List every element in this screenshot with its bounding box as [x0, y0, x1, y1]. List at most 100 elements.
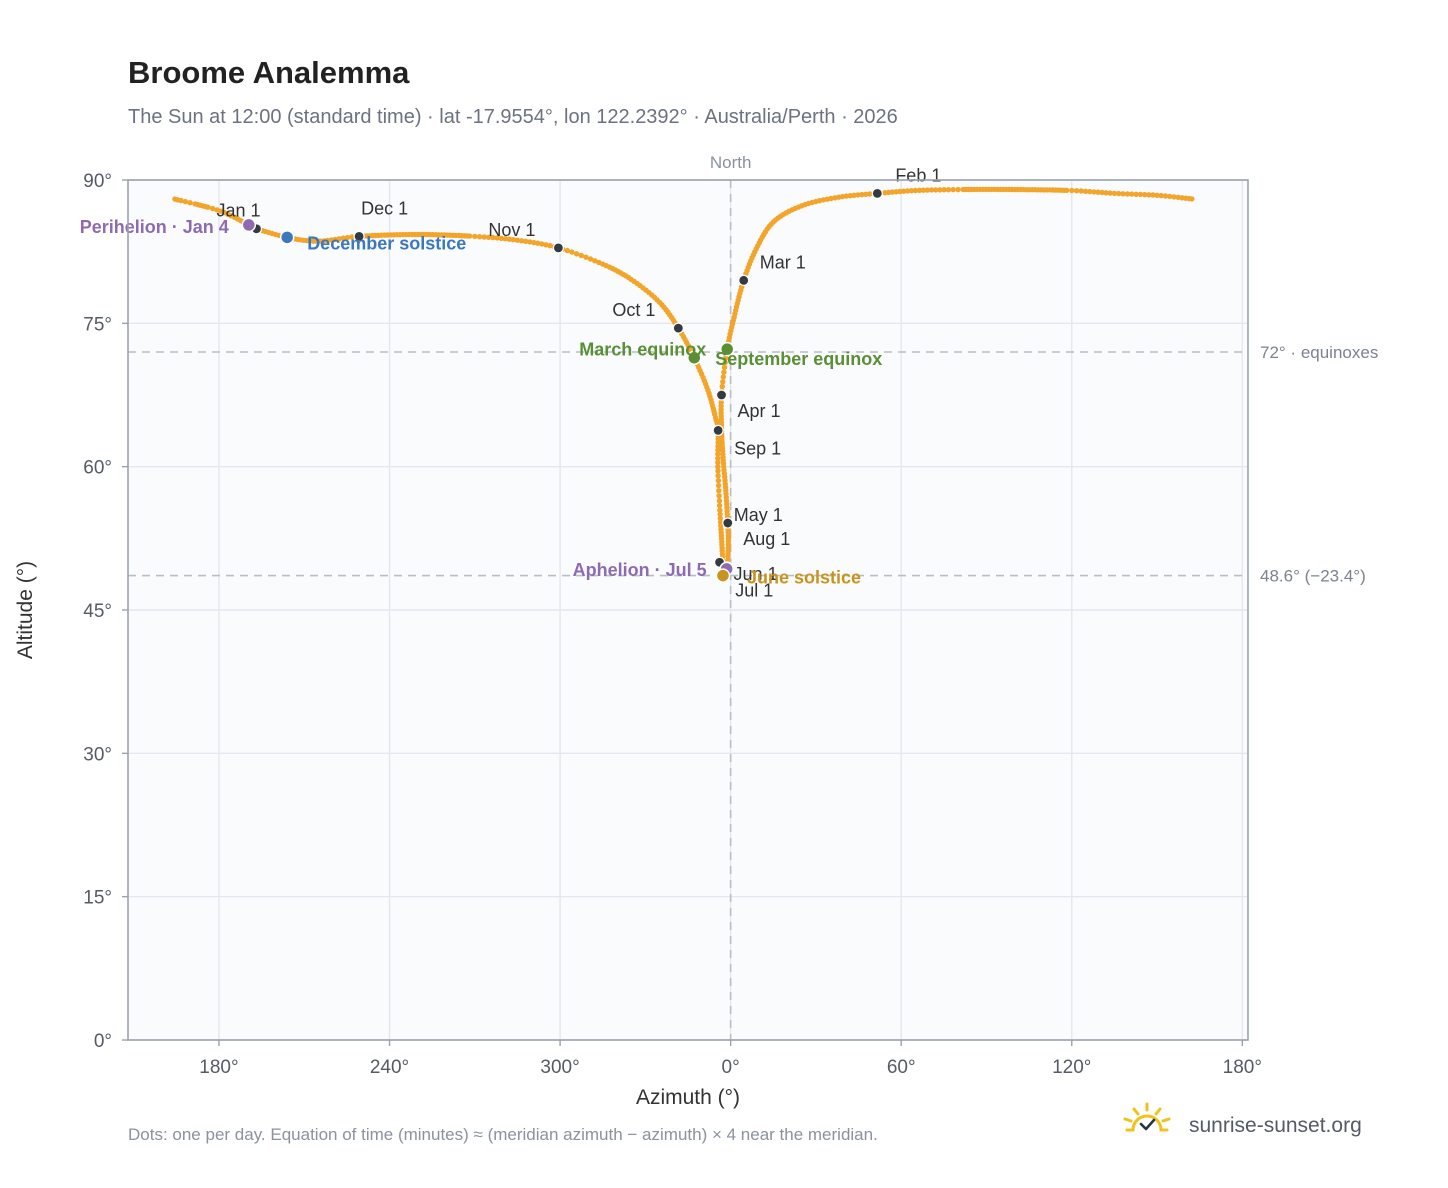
daily-dot	[467, 233, 473, 239]
month-label: May 1	[734, 505, 783, 525]
month-marker	[353, 230, 365, 242]
daily-dot	[715, 455, 721, 461]
month-label: Apr 1	[738, 401, 781, 421]
daily-dot	[950, 186, 956, 193]
event-label: December solstice	[307, 233, 466, 253]
daily-dot	[1189, 196, 1195, 202]
month-label: Aug 1	[743, 529, 790, 549]
daily-dot	[523, 238, 529, 244]
daily-dot	[1150, 192, 1156, 198]
month-marker	[715, 389, 728, 401]
daily-dot	[494, 235, 500, 241]
daily-dot	[1124, 191, 1131, 197]
daily-dot	[723, 355, 729, 361]
daily-dot	[722, 359, 728, 366]
month-label: Sep 1	[734, 438, 781, 458]
daily-dot	[725, 545, 731, 551]
chart-title: Broome Analemma	[128, 55, 410, 90]
chart-subtitle: The Sun at 12:00 (standard time) · lat -…	[128, 106, 898, 128]
daily-dot	[535, 240, 541, 246]
event-label: March equinox	[579, 340, 706, 360]
daily-dot	[920, 187, 927, 193]
month-marker	[712, 424, 724, 436]
y-tick-label: 0°	[94, 1031, 112, 1052]
event-marker	[279, 230, 295, 245]
daily-dot	[1091, 189, 1097, 195]
daily-dot	[502, 236, 508, 242]
daily-dot	[1120, 191, 1126, 197]
brand[interactable]: sunrise-sunset.org	[1123, 1102, 1362, 1137]
daily-dot	[1162, 193, 1169, 199]
daily-dot	[1082, 188, 1089, 194]
daily-dot	[715, 447, 721, 453]
daily-dot	[187, 200, 193, 206]
month-label: Jun 1	[734, 564, 778, 584]
daily-dot	[344, 234, 351, 241]
x-tick-label: 120°	[1052, 1057, 1091, 1078]
x-tick-label: 60°	[887, 1057, 916, 1078]
event-label: September equinox	[715, 349, 882, 369]
daily-dot	[578, 252, 584, 259]
daily-dot	[205, 204, 211, 210]
daily-dot	[349, 234, 355, 240]
daily-dot	[592, 258, 598, 264]
daily-dot	[715, 468, 721, 474]
daily-dot	[1133, 191, 1139, 197]
daily-dot	[716, 488, 722, 494]
brand-name[interactable]: sunrise-sunset.org	[1189, 1114, 1362, 1137]
daily-dot	[583, 254, 589, 260]
axis-ticks: 180° 240° 300° 0° 60° 120° 180° 0° 15° 30° 45° 60° 7…	[83, 171, 1262, 1078]
daily-dot	[1095, 189, 1101, 195]
daily-dot	[843, 193, 849, 199]
daily-dot	[1146, 192, 1152, 198]
daily-dot	[1129, 191, 1135, 197]
daily-dot	[725, 557, 731, 563]
daily-dot	[182, 198, 188, 205]
daily-dot	[863, 191, 869, 197]
reference-line-label: 72° · equinoxes	[1260, 343, 1378, 362]
daily-dot	[721, 369, 727, 375]
daily-dot	[336, 236, 342, 242]
event-label: Perihelion · Jan 4	[80, 217, 229, 237]
x-tick-label: 180°	[1223, 1057, 1262, 1078]
daily-dot	[1167, 193, 1173, 200]
daily-dot	[472, 233, 478, 240]
daily-dot	[937, 187, 943, 193]
daily-dot	[547, 243, 553, 249]
daily-dot	[908, 188, 915, 194]
daily-dot	[716, 493, 722, 499]
daily-dot	[721, 364, 728, 370]
daily-dot	[1087, 188, 1093, 195]
daily-dot	[1111, 190, 1118, 197]
daily-dot	[1137, 191, 1144, 198]
daily-dot	[715, 459, 721, 466]
daily-dot	[564, 247, 570, 254]
x-tick-label: 240°	[370, 1057, 409, 1078]
daily-dot	[587, 256, 594, 262]
month-label: Jul 1	[735, 581, 773, 601]
month-marker	[672, 322, 684, 334]
daily-dot	[716, 498, 723, 504]
month-marker	[552, 242, 564, 254]
daily-dot	[945, 187, 952, 193]
daily-dot	[1154, 192, 1160, 198]
daily-dot	[1063, 187, 1070, 193]
daily-dot	[720, 379, 726, 385]
daily-dot	[340, 235, 346, 241]
y-tick-label: 60°	[83, 458, 112, 479]
event-label: June solstice	[747, 568, 861, 588]
daily-dot	[1099, 189, 1105, 196]
daily-dot	[1078, 188, 1084, 194]
event-marker	[687, 350, 702, 365]
month-label: Jan 1	[216, 201, 260, 221]
month-marker	[722, 517, 734, 529]
event-marker	[719, 341, 735, 357]
daily-dot	[715, 451, 721, 457]
daily-dot	[866, 191, 873, 197]
daily-dot	[719, 383, 725, 390]
y-tick-label: 90°	[83, 171, 112, 192]
x-axis-title: Azimuth (°)	[636, 1086, 740, 1109]
daily-dot	[717, 507, 723, 513]
daily-dot	[912, 187, 919, 194]
